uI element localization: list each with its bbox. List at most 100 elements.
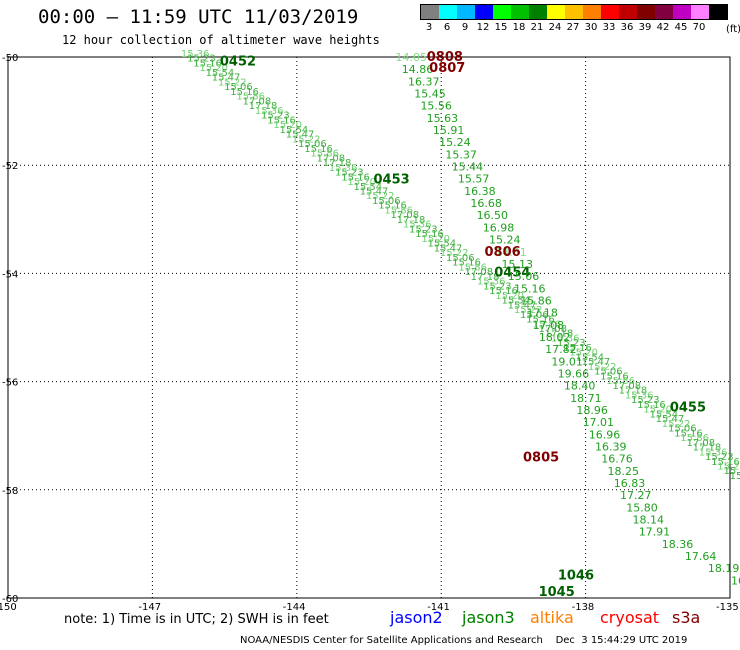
legend-swatch xyxy=(619,5,637,19)
swh-value: 18.19 xyxy=(708,562,740,575)
smear-value: 17.18 xyxy=(619,386,648,397)
legend-swatch xyxy=(709,5,727,19)
legend-swatch xyxy=(511,5,529,19)
swh-value: 15.91 xyxy=(433,124,465,137)
smear-value: 15.54 xyxy=(428,239,457,250)
smear-value: 15.36 xyxy=(551,333,580,344)
lon-tick-label: -135 xyxy=(716,602,739,613)
smear-value: 17.18 xyxy=(323,158,352,169)
swh-value: 15.44 xyxy=(452,161,484,174)
lon-tick-label: -138 xyxy=(572,602,595,613)
smear-value: 15.86 xyxy=(384,205,413,216)
smear-value: 15.36 xyxy=(403,220,432,231)
pass-label: 0455 xyxy=(670,400,706,415)
legend-labels: 3 6 9 12 15 18 21 24 27 30 33 36 39 42 45 70 xyxy=(420,22,728,36)
legend-swatch xyxy=(529,5,547,19)
smear-value: 15.23 xyxy=(261,111,290,122)
smear-value: 15.36 xyxy=(625,390,654,401)
pass-label: 0806 xyxy=(485,245,521,260)
smear-value: 17.18 xyxy=(545,329,574,340)
swh-value: 18.96 xyxy=(576,404,608,417)
smear-value: 15.54 xyxy=(280,125,309,136)
smear-value: 17.08 xyxy=(465,267,494,278)
smear-value: 15.16 xyxy=(304,144,333,155)
smear-value: 15.20 xyxy=(273,120,302,131)
swh-value: 17.27 xyxy=(620,489,652,502)
swh-value: 16.68 xyxy=(470,197,502,210)
satellite-tracks: 15.3615.2315.1615.2015.5415.4715.2215.06… xyxy=(181,49,740,600)
lon-tick-label: -147 xyxy=(138,602,161,613)
legend-label: 39 xyxy=(638,22,652,33)
map-grid xyxy=(7,56,731,599)
lat-tick-label: -56 xyxy=(2,378,18,389)
swh-value: 19.66 xyxy=(558,367,590,380)
color-legend: 3 6 9 12 15 18 21 24 27 30 33 36 39 42 45 70 (ft) xyxy=(420,4,740,36)
smear-value: 15.47 xyxy=(212,73,241,84)
smear-value: 15.86 xyxy=(680,433,709,444)
pass-label: 1046 xyxy=(558,569,594,584)
satellite-cryosat: cryosat xyxy=(600,608,660,627)
map-frame xyxy=(7,56,731,599)
swh-value: 17.18 xyxy=(526,307,558,320)
swh-value: 15.37 xyxy=(445,148,477,161)
smear-value: 17.18 xyxy=(249,101,278,112)
smear-value: 15.16 xyxy=(563,343,592,354)
pass-label: 0454 xyxy=(494,265,530,280)
smear-value: 15.06 xyxy=(594,367,623,378)
credit-line: NOAA/NESDIS Center for Satellite Applica… xyxy=(240,635,688,646)
lat-tick-label: -54 xyxy=(2,269,18,280)
legend-swatch xyxy=(637,5,655,19)
swh-value: 17.82 xyxy=(545,343,577,356)
smear-value: 15.47 xyxy=(434,243,463,254)
lat-tick-label: -58 xyxy=(2,486,18,497)
smear-value: 15.23 xyxy=(335,168,364,179)
smear-value: 15.23 xyxy=(557,338,586,349)
smear-value: 15.36 xyxy=(477,277,506,288)
smear-value: 15.22 xyxy=(292,134,321,145)
satellite-s3a: s3a xyxy=(672,608,701,627)
swh-value: 19.01 xyxy=(551,355,583,368)
satellite-jason2: jason2 xyxy=(390,608,443,627)
smear-value: 15.54 xyxy=(723,466,740,477)
swh-value: 15.86 xyxy=(520,294,552,307)
smear-value: 15.16 xyxy=(674,428,703,439)
smear-value: 15.36 xyxy=(329,163,358,174)
smear-value: 15.54 xyxy=(206,68,235,79)
smear-value: 15.22 xyxy=(218,77,247,88)
smear-value: 15.23 xyxy=(631,395,660,406)
swh-value: 17.08 xyxy=(533,319,565,332)
legend-swatch xyxy=(421,5,439,19)
smear-value: 15.16 xyxy=(267,115,296,126)
lat-tick-label: -52 xyxy=(2,161,18,172)
smear-value: 15.47 xyxy=(508,300,537,311)
legend-label: 33 xyxy=(602,22,616,33)
smear-value: 15.16 xyxy=(452,258,481,269)
smear-value: 15.06 xyxy=(520,310,549,321)
smear-value: 15.06 xyxy=(446,253,475,264)
swh-value: 15.24 xyxy=(489,234,520,247)
swh-value: 17.91 xyxy=(639,526,671,539)
smear-value: 15.23 xyxy=(705,452,734,463)
smear-value: 15.54 xyxy=(575,352,604,363)
satellite-altika: altika xyxy=(530,608,574,627)
smear-value: 15.23 xyxy=(187,54,216,65)
smear-value: 15.16 xyxy=(378,201,407,212)
lon-tick-label: -150 xyxy=(0,602,17,613)
legend-swatch xyxy=(583,5,601,19)
pass-label: 0805 xyxy=(523,450,559,465)
smear-value: 15.06 xyxy=(372,196,401,207)
smear-value: 15.16 xyxy=(341,172,370,183)
smear-value: 15.06 xyxy=(668,424,697,435)
map-subtitle: 12 hour collection of altimeter wave hei… xyxy=(62,33,380,47)
smear-value: 15.86 xyxy=(606,376,635,387)
swh-value: 14.05 xyxy=(396,51,428,64)
swh-value: 15.45 xyxy=(414,88,446,101)
smear-value: 17.08 xyxy=(317,153,346,164)
footer-note: note: 1) Time is in UTC; 2) SWH is in fe… xyxy=(64,612,329,627)
smear-value: 17.08 xyxy=(538,324,567,335)
smear-value: 17.18 xyxy=(471,272,500,283)
legend-label: 9 xyxy=(461,22,469,33)
smear-value: 17.08 xyxy=(391,210,420,221)
swh-value: 16.37 xyxy=(408,75,440,88)
legend-swatch xyxy=(439,5,457,19)
